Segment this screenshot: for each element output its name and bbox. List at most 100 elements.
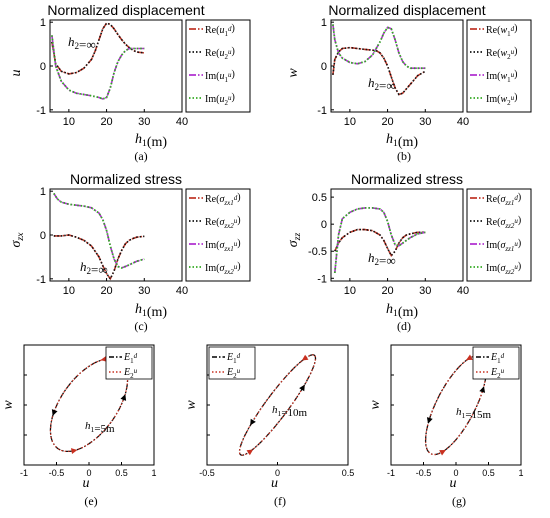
legend: Re(u1d) Re(u2u) Im(u1u) Im(u2u) bbox=[185, 19, 251, 113]
x-tick-label: 0.5 bbox=[115, 468, 128, 478]
x-tick-label: 10 bbox=[63, 116, 75, 128]
y-tick-label: 0 bbox=[40, 230, 46, 242]
x-tick-label: -0.5 bbox=[49, 468, 65, 478]
x-tick-label: 40 bbox=[176, 116, 188, 128]
series-line-2 bbox=[332, 46, 426, 96]
h2-annotation: h2=∞ bbox=[368, 75, 396, 93]
x-tick-label: 0 bbox=[275, 468, 280, 478]
legend-label: Im(w2u) bbox=[486, 92, 517, 107]
h2-annotation: h2=∞ bbox=[68, 34, 96, 52]
y-tick-label: -1 bbox=[317, 273, 327, 285]
x-tick-label: 20 bbox=[100, 285, 112, 297]
y-tick-label: 0.5 bbox=[312, 192, 327, 204]
x-tick-label: 1 bbox=[151, 468, 156, 478]
direction-arrow bbox=[466, 354, 473, 361]
subplot-label: (g) bbox=[452, 494, 466, 508]
x-tick-label: 20 bbox=[381, 116, 393, 128]
y-axis-label: w bbox=[286, 68, 301, 78]
x-tick-label: 10 bbox=[344, 285, 356, 297]
series-line-4 bbox=[332, 24, 426, 70]
x-tick-label: 40 bbox=[176, 285, 188, 297]
legend-label: Re(u2u) bbox=[205, 46, 235, 61]
legend-label: E2u bbox=[226, 367, 241, 380]
x-tick-label: 0 bbox=[86, 468, 91, 478]
direction-arrow bbox=[70, 448, 78, 455]
y-axis-label: σzx bbox=[9, 232, 26, 248]
series-line-1 bbox=[334, 228, 426, 258]
legend-label: Re(w1d) bbox=[486, 23, 517, 38]
x-tick-label: 30 bbox=[138, 116, 150, 128]
legend-box bbox=[208, 346, 256, 380]
series-line-4 bbox=[333, 207, 426, 273]
legend-label: E1d bbox=[123, 352, 138, 365]
x-axis-label: h1(m) bbox=[386, 302, 418, 320]
series-line-2 bbox=[53, 234, 145, 281]
legend-label: Im(σzz1u) bbox=[486, 238, 521, 253]
x-axis-label: u bbox=[271, 476, 278, 491]
y-tick-label: 1 bbox=[40, 17, 46, 29]
x-tick-label: 30 bbox=[419, 116, 431, 128]
x-tick-label: 20 bbox=[381, 285, 393, 297]
x-tick-label: 10 bbox=[344, 116, 356, 128]
x-axis-label: h1(m) bbox=[135, 132, 167, 150]
legend-box bbox=[472, 346, 520, 380]
x-axis-label: u bbox=[450, 476, 457, 491]
y-axis-label: w bbox=[184, 400, 199, 410]
x-axis-label: h1(m) bbox=[135, 302, 167, 320]
x-axis-label: h1(m) bbox=[386, 132, 418, 150]
x-tick-label: -0.5 bbox=[416, 468, 432, 478]
series-line-3 bbox=[51, 35, 145, 100]
panel-a: Normalized displacement 10 20 30 40 -1 0 1 h1(m)… bbox=[9, 2, 251, 163]
x-tick-label: 40 bbox=[457, 116, 469, 128]
series-line-2 bbox=[51, 22, 145, 75]
legend: Re(σzz1d) Re(σzz2u) Im(σzz1u) Im(σzz2u) bbox=[466, 188, 532, 282]
y-tick-label: -0.5 bbox=[308, 246, 327, 258]
x-axis-label: u bbox=[83, 476, 90, 491]
direction-arrow bbox=[299, 384, 305, 392]
y-axis-label: w bbox=[1, 400, 16, 410]
legend-label: Re(w2u) bbox=[486, 46, 517, 61]
h1-annotation: h1=5m bbox=[85, 420, 115, 435]
legend-label: Re(σzx2u) bbox=[205, 215, 241, 230]
y-tick-label: 1 bbox=[321, 17, 327, 29]
series-line-2 bbox=[334, 228, 426, 258]
x-tick-label: -1 bbox=[20, 468, 28, 478]
subplot-label: (f) bbox=[274, 494, 286, 508]
legend-label: Im(u1u) bbox=[205, 69, 235, 84]
y-tick-label: 0 bbox=[321, 219, 327, 231]
direction-arrow bbox=[250, 418, 256, 426]
legend: Re(w1d) Re(w2u) Im(w1u) Im(w2u) bbox=[466, 19, 532, 113]
legend-label: Re(σzz1d) bbox=[486, 192, 521, 207]
y-tick-label: -1 bbox=[317, 105, 327, 117]
legend-label: E2u bbox=[490, 367, 505, 380]
panel-d: Normalized stress 10 20 30 40 -1 -0.5 0 0.5 h1(m)… bbox=[286, 171, 532, 333]
panel-b: Normalized displacement 10 20 30 40 -1 0 1 h1(m)… bbox=[286, 2, 532, 163]
series-line-4 bbox=[51, 35, 145, 100]
subplot-label: (e) bbox=[84, 494, 97, 508]
y-tick-label: 1 bbox=[40, 186, 46, 198]
series-line-3 bbox=[332, 24, 426, 69]
plot-frame bbox=[330, 19, 464, 113]
x-tick-label: 0.5 bbox=[482, 468, 495, 478]
y-tick-label: -1 bbox=[36, 274, 46, 286]
h1-annotation: h1=15m bbox=[456, 406, 492, 421]
legend-label: E1d bbox=[226, 352, 241, 365]
x-tick-label: -1 bbox=[387, 468, 395, 478]
x-tick-label: -0.5 bbox=[199, 468, 215, 478]
h2-annotation: h2=∞ bbox=[368, 250, 396, 268]
subplot-label: (a) bbox=[134, 149, 147, 163]
panel-title: Normalized stress bbox=[351, 171, 463, 187]
y-axis-label: u bbox=[9, 70, 24, 77]
panel-title: Normalized displacement bbox=[47, 2, 204, 18]
direction-arrow bbox=[439, 449, 446, 456]
legend-label: Re(u1d) bbox=[205, 23, 235, 38]
legend-label: Im(σzx1u) bbox=[205, 238, 241, 253]
x-tick-label: 30 bbox=[419, 285, 431, 297]
direction-arrow bbox=[426, 417, 433, 424]
legend: Re(σzx1d) Re(σzx2u) Im(σzx1u) Im(σzx2u) bbox=[185, 188, 251, 282]
